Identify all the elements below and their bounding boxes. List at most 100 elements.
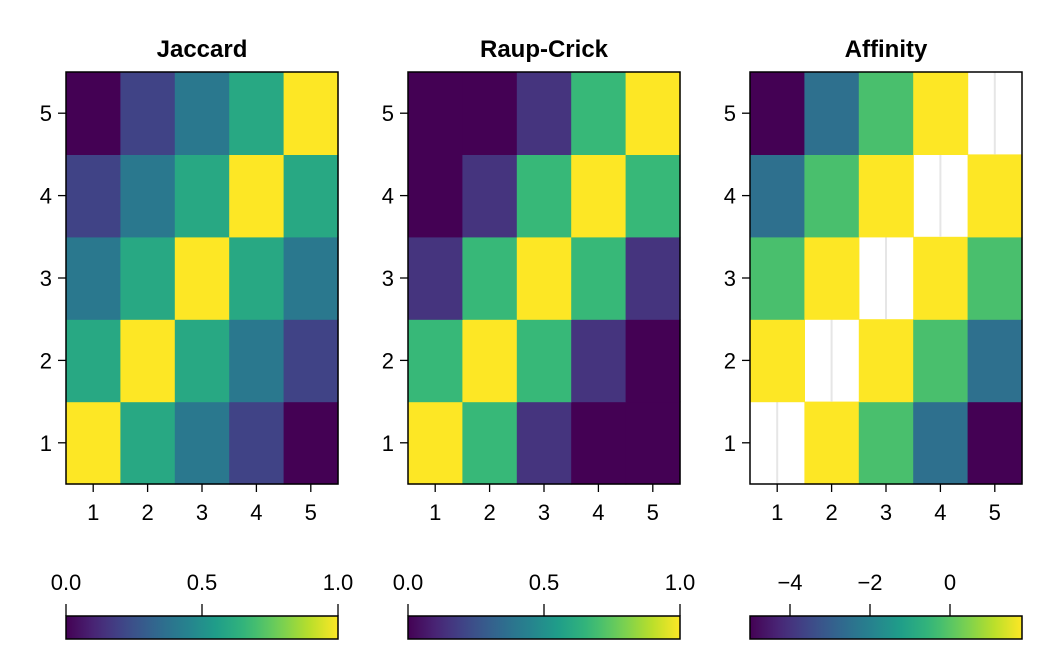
y-tick-label: 2 xyxy=(724,348,736,373)
heatmap-cell xyxy=(858,72,914,155)
y-tick-label: 2 xyxy=(40,348,52,373)
heatmap-cell xyxy=(462,319,518,403)
heatmap-cell xyxy=(804,236,860,320)
heatmap-cell xyxy=(516,319,572,403)
heatmap-cell xyxy=(516,401,572,485)
heatmap-cell xyxy=(858,154,914,238)
colorbar-tick-label: 1.0 xyxy=(323,570,354,595)
heatmap-cell xyxy=(967,236,1023,320)
colorbar-tick-label: 0.5 xyxy=(529,570,560,595)
x-tick-label: 5 xyxy=(305,500,317,525)
heatmap-cell xyxy=(967,401,1023,485)
heatmap-cell xyxy=(174,236,230,320)
heatmap-cell xyxy=(571,72,627,155)
heatmap-cell xyxy=(571,319,627,403)
y-tick-label: 3 xyxy=(40,266,52,291)
heatmap-cell xyxy=(120,236,176,320)
heatmap-cell xyxy=(967,319,1023,403)
heatmap-cell xyxy=(229,236,285,320)
heatmap-cell xyxy=(120,154,176,238)
heatmap-cell xyxy=(66,319,121,403)
y-tick-label: 3 xyxy=(382,266,394,291)
heatmap-cell xyxy=(913,72,969,155)
heatmap-cell xyxy=(750,72,805,155)
y-tick-label: 2 xyxy=(382,348,394,373)
heatmap-cell xyxy=(66,154,121,238)
y-tick-label: 4 xyxy=(40,184,52,209)
heatmap-cell xyxy=(858,319,914,403)
colorbar-tick-label: 0.5 xyxy=(187,570,218,595)
heatmap-cell xyxy=(408,72,463,155)
heatmap-cell xyxy=(408,154,463,238)
heatmap-cell xyxy=(283,319,339,403)
x-tick-label: 2 xyxy=(825,500,837,525)
heatmap-cell xyxy=(229,154,285,238)
heatmap-cell xyxy=(283,236,339,320)
x-tick-label: 3 xyxy=(538,500,550,525)
heatmap-cell xyxy=(571,154,627,238)
heatmap-cell xyxy=(967,154,1023,238)
heatmap-cell xyxy=(462,72,518,155)
heatmap-cell xyxy=(913,401,969,485)
raup-crick-panel: Raup-Crick 1 2 3 4 5 1 2 3 4 5 0.0 0.5 1.0 xyxy=(382,36,696,640)
x-tick-label: 4 xyxy=(250,500,262,525)
heatmap-cell xyxy=(174,72,230,155)
x-tick-label: 1 xyxy=(87,500,99,525)
y-tick-label: 4 xyxy=(724,184,736,209)
heatmap-cell xyxy=(625,319,681,403)
jaccard-panel: Jaccard 1 2 3 4 5 1 2 3 4 5 0.0 0.5 1.0 xyxy=(40,36,354,640)
colorbar-tick-label: 0 xyxy=(944,570,956,595)
colorbar xyxy=(65,615,339,640)
heatmap-cell xyxy=(66,236,121,320)
y-tick-label: 1 xyxy=(40,431,52,456)
y-tick-label: 1 xyxy=(724,431,736,456)
heatmap-cell xyxy=(283,401,339,485)
x-tick-label: 4 xyxy=(934,500,946,525)
heatmap-cell xyxy=(283,154,339,238)
heatmap-cell xyxy=(462,154,518,238)
heatmap-cell xyxy=(516,72,572,155)
heatmap-cell xyxy=(66,401,121,485)
heatmap-cell xyxy=(516,236,572,320)
heatmap-cell xyxy=(571,401,627,485)
heatmap-cell xyxy=(120,319,176,403)
heatmap-cell xyxy=(174,154,230,238)
colorbar-tick-label: 0.0 xyxy=(393,570,424,595)
heatmap-cell xyxy=(804,401,860,485)
y-tick-label: 5 xyxy=(382,101,394,126)
heatmap-cell xyxy=(229,72,285,155)
heatmap-cell xyxy=(408,236,463,320)
heatmap-cell xyxy=(229,401,285,485)
heatmap-cell xyxy=(66,72,121,155)
x-tick-label: 2 xyxy=(141,500,153,525)
colorbar-tick-label: 1.0 xyxy=(665,570,696,595)
heatmap-cell xyxy=(625,236,681,320)
heatmap-cell xyxy=(804,154,860,238)
y-tick-label: 3 xyxy=(724,266,736,291)
heatmap-cell xyxy=(174,319,230,403)
y-tick-label: 5 xyxy=(40,101,52,126)
heatmap-cell xyxy=(804,72,860,155)
panel-title: Affinity xyxy=(845,36,928,63)
heatmap-cell xyxy=(516,154,572,238)
heatmap-cell xyxy=(408,319,463,403)
y-tick-label: 4 xyxy=(382,184,394,209)
heatmap-cell xyxy=(750,319,805,403)
heatmap-cell xyxy=(913,236,969,320)
heatmap-cell xyxy=(858,401,914,485)
colorbar xyxy=(749,615,1023,640)
panel-title: Raup-Crick xyxy=(480,36,609,63)
heatmap-cell xyxy=(462,236,518,320)
x-tick-label: 1 xyxy=(771,500,783,525)
x-tick-label: 1 xyxy=(429,500,441,525)
heatmap-cell xyxy=(750,236,805,320)
heatmap-cell xyxy=(625,401,681,485)
heatmap-cell xyxy=(625,72,681,155)
heatmap-cell xyxy=(913,319,969,403)
y-tick-label: 1 xyxy=(382,431,394,456)
colorbar xyxy=(407,615,681,640)
x-tick-label: 3 xyxy=(880,500,892,525)
x-tick-label: 3 xyxy=(196,500,208,525)
heatmap-cell xyxy=(229,319,285,403)
